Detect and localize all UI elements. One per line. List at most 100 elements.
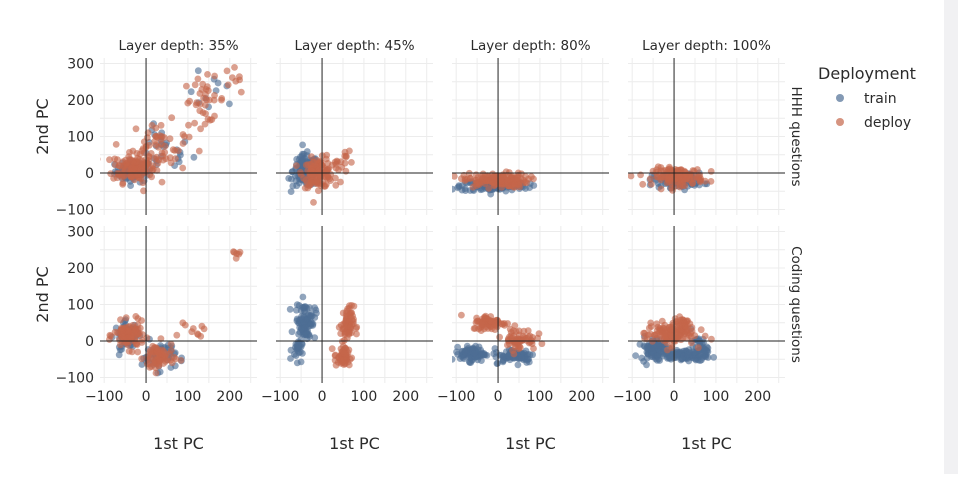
x-axis-label: 1st PC [681,434,732,453]
point-deploy [117,316,124,324]
point-deploy [313,157,321,164]
point-deploy [342,317,350,325]
point-deploy [188,328,196,336]
point-deploy [133,340,140,348]
point-deploy [335,323,343,331]
point-deploy [139,145,147,152]
point-deploy [201,101,209,109]
point-deploy [140,138,148,146]
column-title: Layer depth: 100% [642,38,771,54]
point-deploy [690,175,697,183]
point-deploy [128,348,136,356]
panel-r0-c1 [276,58,433,215]
point-deploy [489,179,497,186]
panel-r0-c3 [628,58,785,215]
point-deploy [158,178,166,186]
x-tick-label: 200 [744,389,771,405]
legend-swatch-deploy [836,118,844,126]
x-tick-label: 100 [175,389,202,405]
point-deploy [143,334,151,342]
x-axis-label: 1st PC [505,434,556,453]
scrollbar-track[interactable] [944,0,958,474]
y-tick-label: −100 [56,371,94,387]
point-train [294,342,302,350]
point-deploy [332,174,339,182]
point-deploy [158,149,166,157]
point-deploy [232,254,240,262]
point-deploy [477,327,485,334]
point-deploy [319,178,327,186]
point-deploy [516,344,524,352]
point-deploy [125,328,133,335]
point-deploy [160,134,168,141]
panel-r0-c2 [452,58,609,215]
point-deploy [185,121,192,129]
y-axis-label: 2nd PC [33,98,52,154]
point-deploy [184,99,192,107]
point-train [297,358,305,366]
legend-label-deploy: deploy [864,115,911,131]
y-tick-label: 100 [67,130,94,146]
column-title: Layer depth: 35% [118,38,238,54]
point-deploy [153,167,161,174]
point-deploy [657,185,665,193]
point-train [307,313,315,321]
point-deploy [500,173,508,180]
point-deploy [337,158,345,166]
point-train [643,354,651,362]
point-deploy [194,75,202,83]
point-deploy [112,141,120,148]
point-deploy [167,159,175,167]
point-train [701,346,708,354]
point-deploy [159,156,167,164]
point-deploy [505,169,513,176]
point-train [684,351,692,359]
point-train [453,348,460,356]
point-deploy [472,176,479,184]
point-deploy [211,72,218,80]
point-deploy [237,88,245,96]
point-deploy [328,345,336,353]
point-deploy [126,171,134,178]
point-deploy [133,150,141,157]
points-group [106,248,244,377]
point-deploy [132,125,140,133]
point-deploy [479,318,487,325]
y-tick-label: −100 [56,203,94,219]
point-deploy [348,354,356,362]
y-tick-label: 300 [67,224,94,240]
point-deploy [203,83,211,90]
point-train [300,331,308,339]
point-deploy [134,348,142,356]
point-deploy [646,175,654,183]
point-deploy [687,333,695,341]
point-train [289,182,297,190]
x-tick-label: 200 [568,389,595,405]
points-group [286,293,361,369]
point-deploy [485,185,493,192]
row-facet-label: HHH questions [788,86,804,186]
point-deploy [348,159,355,166]
point-train [491,345,499,352]
point-deploy [157,121,165,129]
point-train [287,346,295,354]
point-deploy [538,340,546,348]
point-deploy [158,140,165,148]
point-train [297,157,305,165]
points-group [452,311,546,369]
point-deploy [346,310,354,318]
x-tick-label: 0 [318,389,327,405]
point-deploy [191,119,198,127]
point-deploy [173,331,181,339]
point-deploy [210,96,218,104]
point-deploy [350,302,358,310]
point-deploy [639,180,647,188]
figure-page: Layer depth: 35% Layer depth: 45% Layer de… [33,38,916,453]
point-deploy [478,173,485,180]
point-train [653,357,661,364]
point-train [288,175,295,183]
x-tick-label: 0 [142,389,151,405]
point-train [522,347,530,355]
point-train [648,351,655,359]
point-deploy [122,314,130,322]
